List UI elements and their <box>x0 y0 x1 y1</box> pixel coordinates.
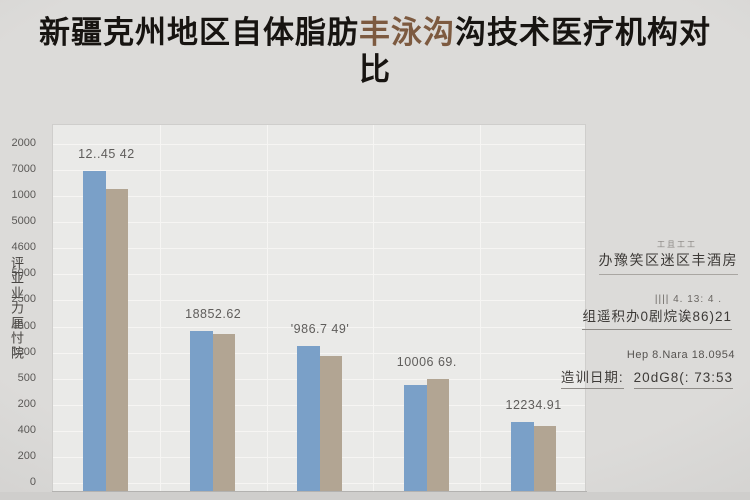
vertical-gridline <box>373 125 375 491</box>
horizontal-gridline <box>53 300 585 302</box>
annotation-date-value: 20dG8(: 73:53 <box>633 370 733 389</box>
bar-tan <box>320 355 342 491</box>
bar-value-label: 12234.91 <box>505 397 562 412</box>
bar-value-label: 10006 69. <box>396 355 457 370</box>
y-tick-label: 200 <box>17 449 36 462</box>
annotation-line-4: 组遥积办0剧烷诶86)21 <box>582 305 732 330</box>
bar-tan <box>106 188 129 491</box>
annotation-date-label: 造训日期: <box>560 370 624 389</box>
y-tick-label: 0 <box>29 476 36 488</box>
y-tick-label: 7000 <box>11 163 36 176</box>
y-tick-label: 2500 <box>11 293 36 306</box>
annotation-line-3: |||| 4. 13: 4 . <box>654 294 722 305</box>
y-tick-label: 4600 <box>11 241 36 254</box>
horizontal-gridline <box>53 274 585 276</box>
x-axis-line <box>52 491 587 492</box>
bar-tan <box>426 379 449 491</box>
bar-blue <box>510 421 534 491</box>
bar-value-label: '986.7 49' <box>290 322 350 336</box>
bar-blue <box>190 330 214 491</box>
y-tick-label: 200 <box>17 397 36 410</box>
annotation-line-5: Hep 8.Nara 18.0954 <box>626 349 735 361</box>
y-tick-label: 400 <box>17 423 36 436</box>
title-highlight: 丰泳沟 <box>359 15 455 50</box>
y-tick-label: 2000 <box>11 137 36 149</box>
y-tick-label: 5000 <box>11 267 36 280</box>
title-part1: 新疆克州地区自体脂肪 <box>39 15 359 50</box>
horizontal-gridline <box>53 222 585 224</box>
bar-blue <box>83 170 107 491</box>
y-tick-label: 1800 <box>11 345 36 358</box>
bar-tan <box>533 425 556 491</box>
y-tick-label: 500 <box>17 371 36 384</box>
bar-value-label: 18852.62 <box>185 306 242 321</box>
annotation-date-line: 造训日期: 20dG8(: 73:53 <box>560 366 733 389</box>
bar-tan <box>213 333 236 491</box>
y-tick-label: 1000 <box>11 189 36 202</box>
bar-blue <box>403 385 427 491</box>
title-part2: 沟技术医疗机构对比 <box>359 15 711 87</box>
y-tick-label: 5000 <box>11 215 36 228</box>
page-title: 新疆克州地区自体脂肪丰泳沟沟技术医疗机构对比 <box>35 14 715 88</box>
y-tick-label: 4000 <box>11 319 36 332</box>
annotation-line-1: 工且工工 <box>657 240 697 249</box>
plot-area: 12..45 42 18852.62 '986.7 49' 10006 69. 1223… <box>52 124 586 492</box>
vertical-gridline <box>159 125 161 491</box>
vertical-gridline <box>266 125 268 491</box>
horizontal-gridline <box>53 170 585 172</box>
horizontal-gridline <box>53 196 585 198</box>
bottom-strip <box>0 492 750 500</box>
bar-value-label: 12..45 42 <box>78 146 135 161</box>
horizontal-gridline <box>53 248 585 250</box>
horizontal-gridline <box>53 144 585 145</box>
annotation-line-2: 办豫笑区迷区丰酒房 <box>598 250 738 275</box>
y-axis-title: 评亚业力厘忖院 <box>9 256 24 361</box>
bar-blue <box>297 346 320 491</box>
horizontal-gridline <box>53 326 585 328</box>
vertical-gridline <box>480 125 482 491</box>
